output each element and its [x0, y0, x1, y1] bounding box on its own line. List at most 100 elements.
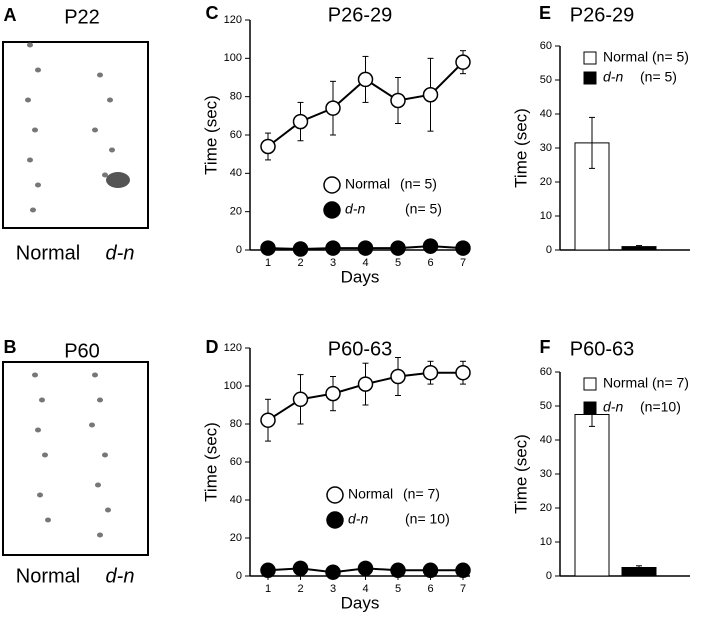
footprint [107, 97, 113, 103]
footprint-box [2, 41, 149, 229]
y-tick-label: 60 [230, 129, 242, 141]
data-point [325, 240, 341, 256]
x-tick-label: 1 [265, 257, 271, 269]
data-point [292, 241, 309, 257]
x-tick-label: 3 [330, 257, 336, 269]
y-tick-label: 0 [546, 570, 552, 582]
legend-label: d-n [345, 201, 365, 217]
x-tick-label: 7 [460, 583, 466, 595]
x-tick-label: 7 [460, 257, 466, 269]
legend-marker [323, 176, 341, 194]
y-axis-label: Time (sec) [511, 108, 530, 188]
footprint [27, 42, 33, 48]
y-tick-label: 100 [224, 380, 242, 392]
legend-label: d-n [603, 69, 623, 85]
x-tick-label: 4 [362, 257, 368, 269]
data-point [390, 562, 406, 579]
data-point [455, 54, 471, 70]
footprint [97, 72, 103, 78]
footprint [102, 172, 108, 178]
x-tick-label: 2 [297, 583, 303, 595]
y-axis-label: Time (sec) [201, 422, 220, 502]
chart-title: P26-29 [328, 4, 393, 26]
y-tick-label: 0 [236, 244, 242, 256]
footprints [25, 42, 130, 538]
data-point [292, 560, 309, 577]
footprint [42, 452, 48, 458]
panel-letter: F [540, 337, 551, 357]
legend-marker [323, 201, 341, 219]
footprint [97, 397, 103, 403]
y-tick-label: 40 [230, 494, 242, 506]
chart-title: P26-29 [570, 4, 635, 26]
panel-letter: A [4, 5, 17, 25]
data-point [455, 240, 471, 256]
data-point [325, 100, 341, 116]
footprint [105, 507, 111, 513]
footprint [89, 422, 95, 428]
data-point [292, 113, 309, 130]
data-point [390, 240, 406, 256]
x-tick-label: 1 [265, 583, 271, 595]
footprint [35, 427, 41, 433]
y-tick-label: 80 [230, 91, 242, 103]
y-tick-label: 60 [230, 456, 242, 468]
y-tick-label: 50 [540, 74, 552, 86]
footprint [92, 127, 98, 133]
footprint [37, 492, 43, 498]
data-point [260, 412, 276, 428]
x-tick-label: 2 [297, 257, 303, 269]
y-tick-label: 30 [540, 142, 552, 154]
legend-label: d-n [348, 511, 368, 527]
footprint [39, 397, 45, 403]
data-point [325, 564, 341, 580]
chart-title: P60-63 [328, 338, 393, 360]
data-point [455, 364, 471, 381]
y-tick-label: 20 [230, 206, 242, 218]
legend-marker [583, 71, 597, 85]
legend-marker [583, 51, 597, 65]
legend-label: d-n [603, 399, 623, 415]
footprint [35, 67, 41, 73]
condition-label: Normal [16, 242, 80, 264]
legend-label: Normal [603, 49, 648, 65]
data-point [357, 560, 374, 577]
y-tick-label: 20 [540, 502, 552, 514]
data-point [422, 238, 439, 254]
legend-n: (n= 7) [403, 486, 440, 502]
data-point [357, 240, 374, 256]
x-tick-label: 6 [427, 257, 433, 269]
x-tick-label: 5 [395, 257, 401, 269]
footprint [35, 182, 41, 188]
panel-letter: B [4, 337, 17, 357]
y-tick-label: 10 [540, 536, 552, 548]
data-point [422, 87, 439, 103]
data-point [455, 562, 471, 579]
data-point [357, 376, 374, 392]
y-tick-label: 40 [540, 108, 552, 120]
legend-n: (n= 10) [405, 511, 450, 527]
y-tick-label: 120 [224, 14, 242, 26]
legend-label: Normal [345, 176, 390, 192]
x-tick-label: 5 [395, 583, 401, 595]
y-tick-label: 20 [230, 532, 242, 544]
footprint [92, 372, 98, 378]
x-tick-label: 4 [362, 583, 368, 595]
legend-n: (n=10) [640, 399, 681, 415]
footprint [97, 532, 103, 538]
panel-title: P60 [64, 340, 100, 362]
legend-n: (n= 5) [400, 176, 437, 192]
y-tick-label: 10 [540, 210, 552, 222]
legend-label: Normal [603, 375, 648, 391]
panel-letter: D [206, 337, 219, 357]
panel-letter: E [539, 3, 551, 23]
y-axis-label: Time (sec) [511, 434, 530, 514]
y-axis-label: Time (sec) [201, 95, 220, 175]
x-axis-label: Days [341, 267, 380, 286]
data-point [422, 562, 439, 579]
data-point [357, 71, 374, 88]
y-tick-label: 120 [224, 342, 242, 354]
legend-n: (n= 5) [640, 69, 677, 85]
condition-label: d-n [106, 242, 135, 264]
